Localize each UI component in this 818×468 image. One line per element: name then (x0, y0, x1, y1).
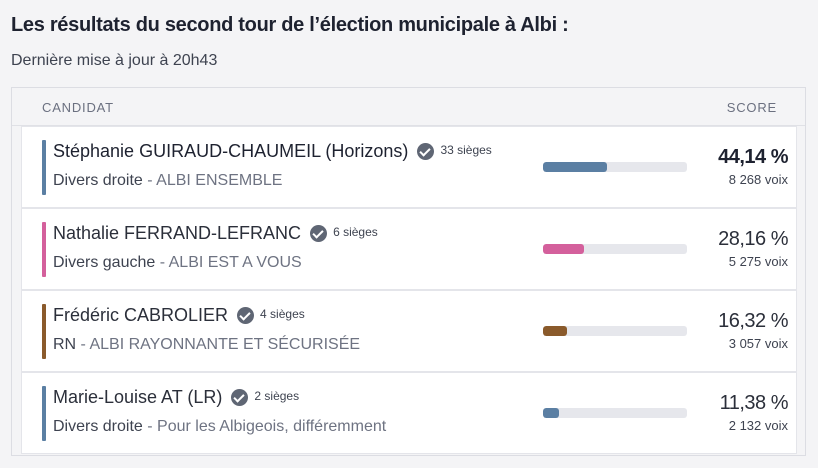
political-nuance: Divers gauche (53, 254, 156, 271)
candidate-name: Stéphanie GUIRAUD-CHAUMEIL (Horizons) (53, 141, 409, 161)
seats-count: 6 sièges (333, 224, 378, 239)
score-percent: 28,16 % (718, 228, 788, 250)
party-color-marker (42, 140, 46, 195)
vote-count: 3 057 voix (728, 336, 788, 351)
list-name: ALBI RAYONNANTE ET SÉCURISÉE (89, 336, 361, 353)
candidate-name: Frédéric CABROLIER (53, 305, 229, 325)
candidate-name: Nathalie FERRAND-LEFRANC (53, 223, 302, 243)
list-name: ALBI ENSEMBLE (156, 172, 283, 189)
score-bar (543, 162, 687, 172)
check-circle-icon (237, 307, 255, 324)
table-header: CANDIDAT SCORE (12, 88, 805, 126)
party-color-marker (42, 222, 46, 277)
party-info: Divers droite - ALBI ENSEMBLE (53, 172, 282, 190)
score-bar-fill (543, 244, 584, 254)
check-circle-icon (310, 225, 328, 242)
score-bar (543, 326, 687, 336)
political-nuance: Divers droite (53, 418, 143, 435)
last-update-text: Dernière mise à jour à 20h43 (11, 52, 218, 69)
score-bar-fill (543, 408, 560, 418)
check-circle-icon (417, 143, 435, 160)
separator: - (155, 254, 169, 271)
vote-count: 5 275 voix (728, 254, 788, 269)
vote-count: 2 132 voix (728, 418, 788, 433)
party-color-marker (42, 304, 46, 359)
check-circle-icon (231, 389, 249, 406)
separator: - (142, 418, 158, 435)
column-header-candidate: CANDIDAT (42, 100, 114, 115)
score-bar (543, 408, 687, 418)
score-bar-fill (543, 326, 567, 336)
page-title: Les résultats du second tour de l’électi… (11, 14, 569, 36)
political-nuance: RN (53, 336, 77, 353)
vote-count: 8 268 voix (728, 172, 788, 187)
candidate-row: Marie-Louise AT (LR) 2 sièges Divers dro… (21, 372, 797, 454)
political-nuance: Divers droite (53, 172, 143, 189)
seats-count: 33 sièges (440, 142, 492, 157)
party-info: Divers droite - Pour les Albigeois, diff… (53, 418, 386, 436)
candidate-row: Stéphanie GUIRAUD-CHAUMEIL (Horizons) 33… (21, 126, 797, 208)
party-color-marker (42, 386, 46, 441)
score-bar (543, 244, 687, 254)
score-bar-fill (543, 162, 607, 172)
column-header-score: SCORE (726, 100, 777, 115)
score-percent: 11,38 % (719, 392, 789, 414)
list-name: ALBI EST A VOUS (168, 254, 302, 271)
seats-count: 2 sièges (254, 388, 300, 403)
candidate-row: Nathalie FERRAND-LEFRANC 6 sièges Divers… (21, 208, 797, 290)
separator: - (142, 172, 157, 189)
list-name: Pour les Albigeois, différemment (157, 418, 387, 435)
party-info: Divers gauche - ALBI EST A VOUS (53, 254, 302, 272)
candidate-row: Frédéric CABROLIER 4 sièges RN - ALBI RA… (21, 290, 797, 372)
candidate-name: Marie-Louise AT (LR) (53, 387, 223, 407)
score-percent: 16,32 % (718, 310, 788, 332)
results-table: CANDIDAT SCORE Stéphanie GUIRAUD-CHAUMEI… (11, 87, 806, 456)
party-info: RN - ALBI RAYONNANTE ET SÉCURISÉE (53, 336, 360, 354)
seats-count: 4 sièges (260, 306, 305, 321)
separator: - (76, 336, 90, 353)
score-percent: 44,14 % (718, 146, 788, 168)
